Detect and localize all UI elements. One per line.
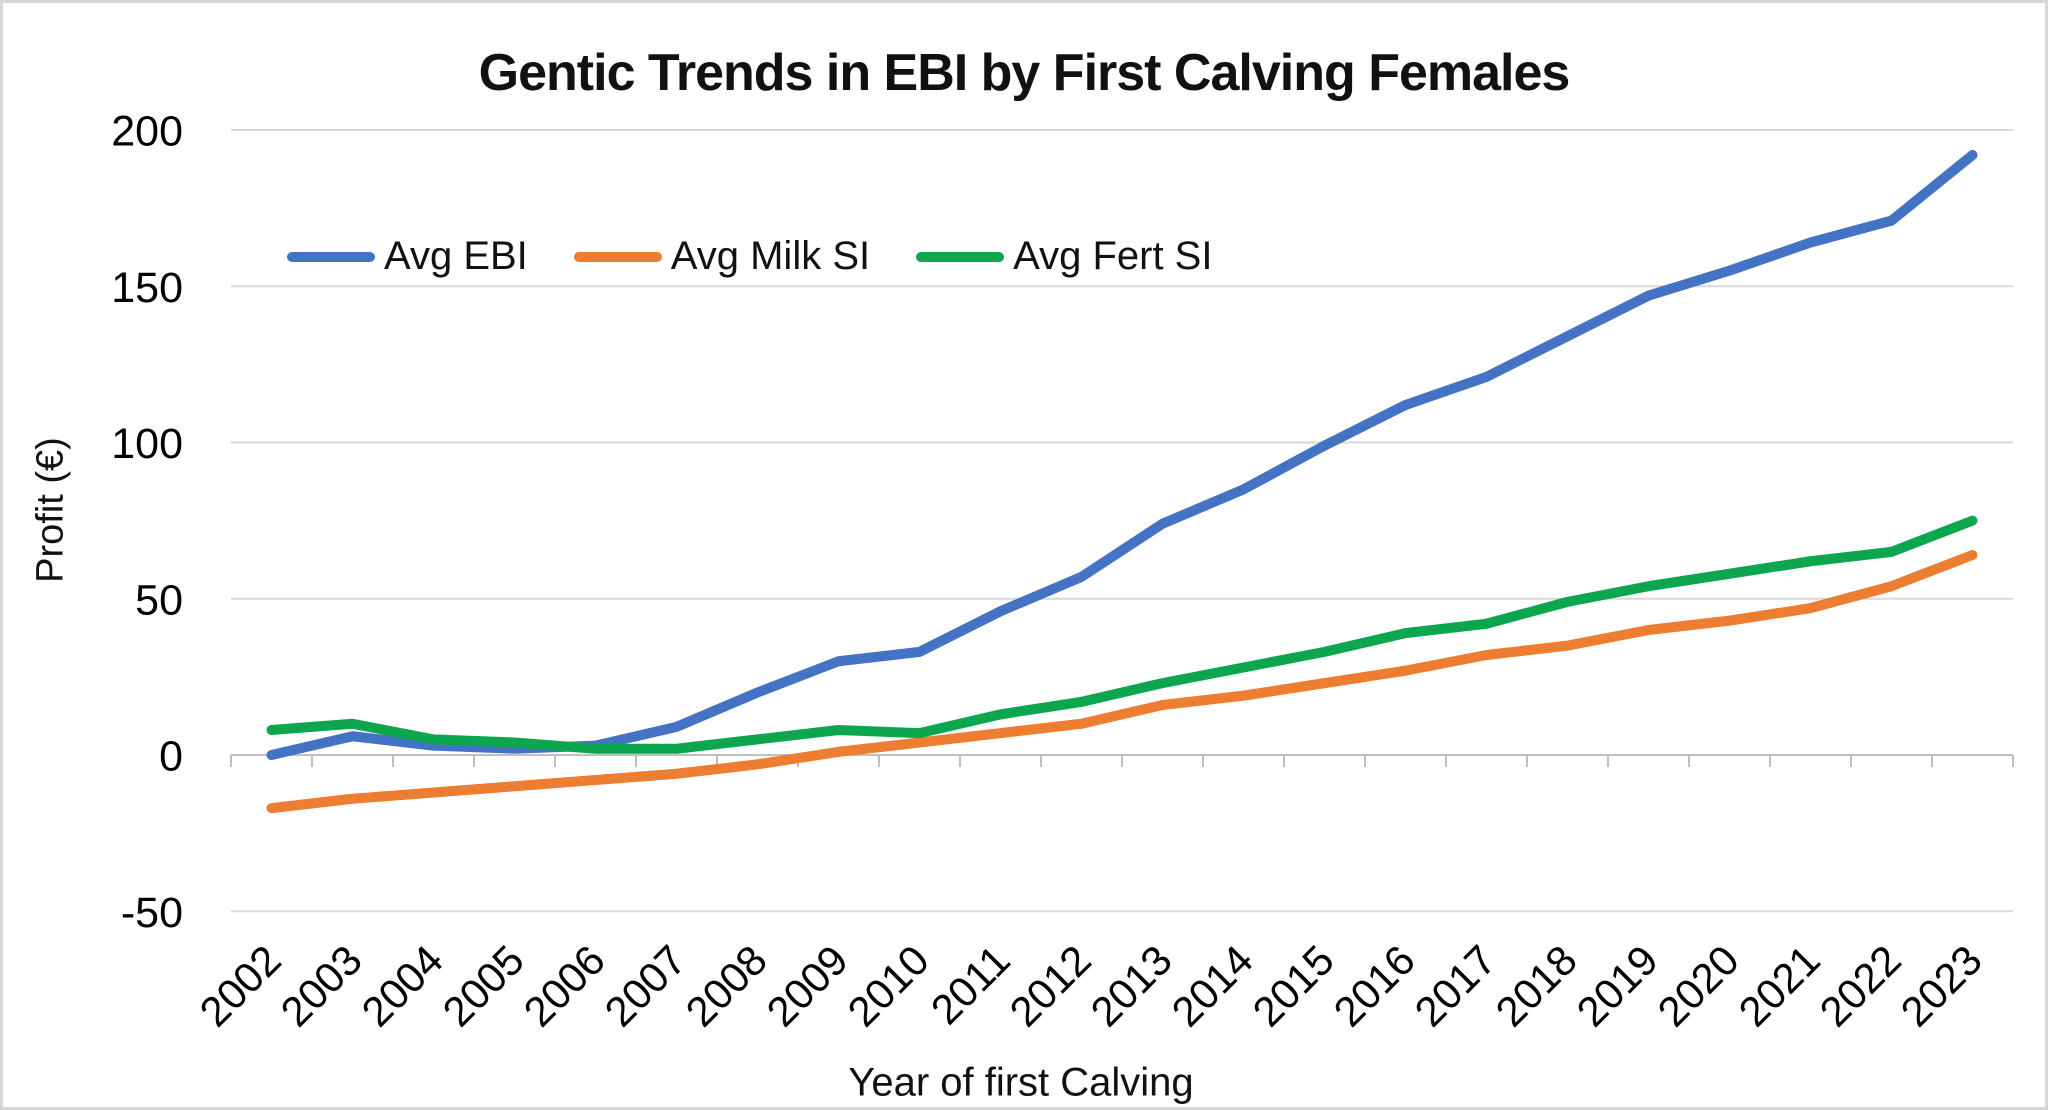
series-line-avg-milk-si: [266, 550, 1978, 814]
legend-item-avg-milk-si: Avg Milk SI: [573, 234, 871, 279]
x-tick-label-2017: 2017: [1406, 936, 1505, 1035]
y-tick-label-50: 50: [135, 576, 183, 624]
series-line-avg-fert-si: [266, 515, 1978, 754]
x-tick-label-2023: 2023: [1892, 936, 1991, 1035]
x-tick-label-2019: 2019: [1568, 936, 1667, 1035]
x-tick-label-2010: 2010: [839, 936, 938, 1035]
x-tick-label-2009: 2009: [758, 936, 857, 1035]
x-tick-label-2015: 2015: [1244, 936, 1343, 1035]
x-tick-label-2016: 2016: [1325, 936, 1424, 1035]
x-tick-label-2013: 2013: [1082, 936, 1181, 1035]
x-tick-label-2002: 2002: [191, 936, 290, 1035]
legend-dash-avg-fert-si-icon: [916, 251, 1005, 262]
legend-dash-avg-ebi-icon: [287, 251, 375, 262]
legend-dash-avg-milk-si-icon: [573, 251, 662, 262]
y-tick-label-100: 100: [111, 420, 183, 468]
series-line-avg-ebi: [266, 150, 1978, 760]
x-tick-label-2021: 2021: [1730, 936, 1829, 1035]
x-tick-label-2014: 2014: [1163, 936, 1262, 1035]
y-tick-label-0: 0: [159, 733, 183, 781]
x-axis-title: Year of first Calving: [848, 1060, 1194, 1105]
x-tick-label-2003: 2003: [272, 936, 371, 1035]
legend-item-avg-fert-si: Avg Fert SI: [916, 234, 1212, 279]
x-tick-label-2007: 2007: [596, 936, 695, 1035]
x-tick-label-2011: 2011: [922, 936, 1019, 1033]
legend-label-avg-milk-si: Avg Milk SI: [670, 234, 871, 278]
x-tick-label-2004: 2004: [353, 936, 452, 1035]
x-tick-label-2020: 2020: [1649, 936, 1748, 1035]
y-tick-label--50: -50: [121, 889, 183, 937]
chart-title: Gentic Trends in EBI by First Calving Fe…: [478, 44, 1571, 102]
legend: Avg EBI Avg Milk SI Avg Fert SI: [287, 234, 1212, 279]
legend-label-avg-ebi: Avg EBI: [384, 234, 528, 278]
plot-area: 200150100500-502002200320042005200620072…: [111, 108, 2014, 1035]
legend-label-avg-fert-si: Avg Fert SI: [1013, 234, 1213, 278]
x-tick-label-2022: 2022: [1811, 936, 1910, 1035]
x-tick-label-2005: 2005: [434, 936, 533, 1035]
x-tick-label-2006: 2006: [515, 936, 614, 1035]
x-tick-label-2008: 2008: [677, 936, 776, 1035]
y-tick-label-150: 150: [111, 264, 183, 312]
legend-item-avg-ebi: Avg EBI: [287, 234, 528, 279]
y-tick-label-200: 200: [111, 108, 183, 156]
x-tick-label-2018: 2018: [1487, 936, 1586, 1035]
x-tick-label-2012: 2012: [1001, 936, 1100, 1035]
